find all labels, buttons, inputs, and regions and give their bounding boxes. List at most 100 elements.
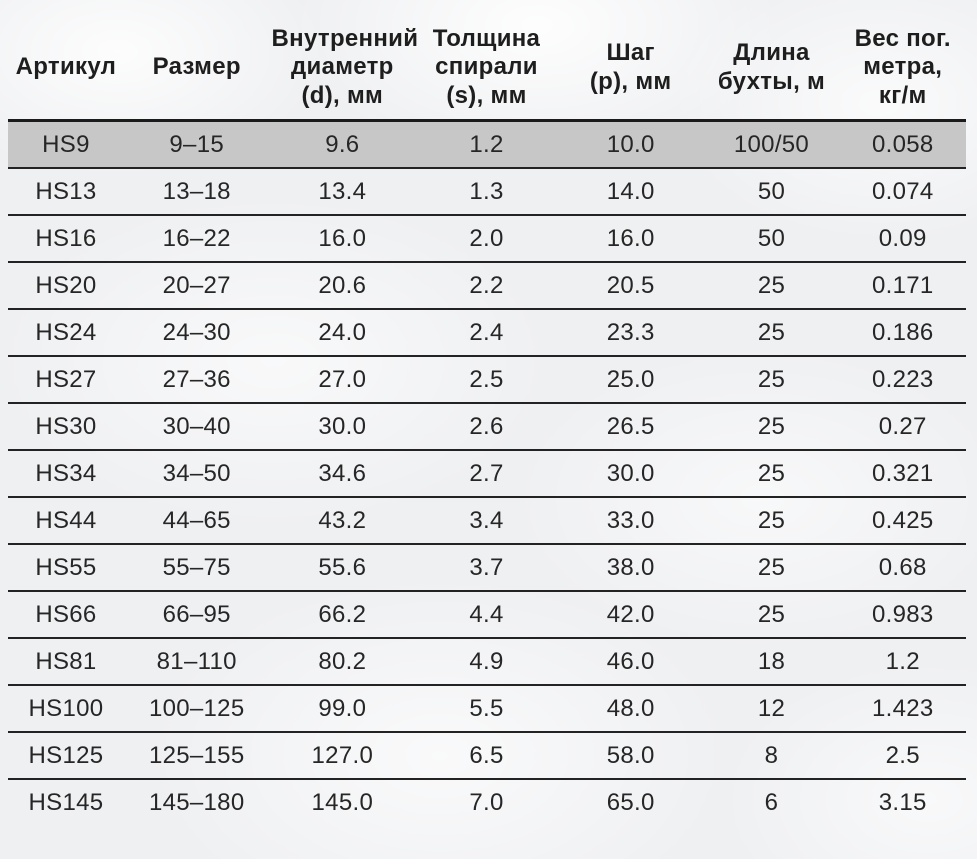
table-cell-article: HS13 bbox=[8, 168, 124, 216]
table-cell-article: HS125 bbox=[8, 732, 124, 780]
table-row: HS24 24–30 24.0 2.4 23.3 25 0.186 bbox=[8, 309, 966, 357]
table-cell-inner-diameter: 145.0 bbox=[311, 788, 374, 816]
table-cell-inner-diameter: 43.2 bbox=[269, 497, 416, 545]
table-cell-coil-length: 50 bbox=[703, 168, 840, 216]
table-cell-spiral-thickness: 2.5 bbox=[415, 356, 558, 404]
table-row: HS16 16–22 16.0 2.0 16.0 50 0.09 bbox=[8, 215, 966, 263]
table-cell-spiral-thickness: 2.4 bbox=[415, 309, 558, 357]
table-cell-weight-per-meter: 0.321 bbox=[839, 450, 966, 498]
table-cell-spiral-thickness: 1.3 bbox=[415, 168, 558, 216]
table-cell-article: HS9 bbox=[8, 120, 124, 169]
table-cell-article: HS66 bbox=[8, 591, 124, 639]
table-cell-pitch: 26.5 bbox=[557, 403, 704, 451]
table-cell-inner-diameter: 13.4 bbox=[269, 168, 416, 216]
table-cell-pitch: 20.5 bbox=[557, 262, 704, 310]
table-cell-size: 100–125 bbox=[123, 685, 270, 733]
table-cell-spiral-thickness: 2.0 bbox=[415, 215, 558, 263]
table-cell-size: 145–180 bbox=[148, 788, 245, 816]
table-cell-inner-diameter: 66.2 bbox=[269, 591, 416, 639]
table-cell-spiral-thickness: 3.4 bbox=[415, 497, 558, 545]
table-cell-coil-length: 8 bbox=[703, 732, 840, 780]
table-cell-inner-diameter: 27.0 bbox=[269, 356, 416, 404]
table-row: HS34 34–50 34.6 2.7 30.0 25 0.321 bbox=[8, 450, 966, 498]
column-header-size: Размер bbox=[123, 20, 270, 122]
table-row: HS9 9–15 9.6 1.2 10.0 100/50 0.058 bbox=[8, 120, 966, 169]
table-cell-spiral-thickness: 7.0 bbox=[469, 788, 504, 816]
table-cell-size: 27–36 bbox=[123, 356, 270, 404]
table-cell-article: HS20 bbox=[8, 262, 124, 310]
column-header-weight-per-meter: Вес пог. метра, кг/м bbox=[839, 20, 966, 122]
table-cell-weight-per-meter: 0.68 bbox=[839, 544, 966, 592]
header-row: Артикул Размер Внутренний диаметр (d), мм Т… bbox=[8, 20, 966, 122]
table-cell-article: HS27 bbox=[8, 356, 124, 404]
table-cell-spiral-thickness: 1.2 bbox=[415, 120, 558, 169]
table-cell-pitch: 58.0 bbox=[557, 732, 704, 780]
spec-table-body: HS9 9–15 9.6 1.2 10.0 100/50 0.058 HS13 13–18 13.… bbox=[8, 120, 966, 826]
table-cell-weight-per-meter: 0.171 bbox=[839, 262, 966, 310]
table-cell-pitch: 42.0 bbox=[557, 591, 704, 639]
table-cell-weight-per-meter: 0.27 bbox=[839, 403, 966, 451]
table-cell-inner-diameter: 127.0 bbox=[269, 732, 416, 780]
table-cell-size: 24–30 bbox=[123, 309, 270, 357]
column-header-inner-diameter: Внутренний диаметр (d), мм bbox=[269, 20, 418, 122]
table-cell-size: 9–15 bbox=[123, 120, 270, 169]
table-cell-pitch: 65.0 bbox=[606, 788, 655, 816]
table-cell-pitch: 16.0 bbox=[557, 215, 704, 263]
table-cell-coil-length: 25 bbox=[703, 450, 840, 498]
table-cell-inner-diameter: 30.0 bbox=[269, 403, 416, 451]
table-cell-article: HS81 bbox=[8, 638, 124, 686]
table-cell-pitch: 23.3 bbox=[557, 309, 704, 357]
table-cell-pitch: 10.0 bbox=[557, 120, 704, 169]
table-cell-size: 81–110 bbox=[123, 638, 270, 686]
table-cell-inner-diameter: 99.0 bbox=[269, 685, 416, 733]
table-row: HS27 27–36 27.0 2.5 25.0 25 0.223 bbox=[8, 356, 966, 404]
table-cell-spiral-thickness: 4.4 bbox=[415, 591, 558, 639]
table-cell-article: HS100 bbox=[8, 685, 124, 733]
table-cell-weight-per-meter: 0.058 bbox=[839, 120, 966, 169]
table-cell-weight-per-meter: 0.223 bbox=[839, 356, 966, 404]
table-cell-inner-diameter: 55.6 bbox=[269, 544, 416, 592]
table-cell-coil-length: 25 bbox=[703, 497, 840, 545]
table-cell-weight-per-meter: 1.2 bbox=[839, 638, 966, 686]
table-cell-coil-length: 50 bbox=[703, 215, 840, 263]
column-header-coil-length: Длина бухты, м bbox=[703, 20, 840, 122]
table-cell-size: 44–65 bbox=[123, 497, 270, 545]
table-cell-weight-per-meter: 0.186 bbox=[839, 309, 966, 357]
table-cell-size: 34–50 bbox=[123, 450, 270, 498]
table-cell-pitch: 48.0 bbox=[557, 685, 704, 733]
table-cell-inner-diameter: 9.6 bbox=[269, 120, 416, 169]
table-cell-size: 66–95 bbox=[123, 591, 270, 639]
table-cell-article: HS30 bbox=[8, 403, 124, 451]
table-cell-inner-diameter: 34.6 bbox=[269, 450, 416, 498]
table-cell-article: HS16 bbox=[8, 215, 124, 263]
table-cell-coil-length: 25 bbox=[703, 403, 840, 451]
table-cell-inner-diameter: 80.2 bbox=[269, 638, 416, 686]
table-cell-spiral-thickness: 5.5 bbox=[415, 685, 558, 733]
table-cell-spiral-thickness: 2.7 bbox=[415, 450, 558, 498]
table-row: HS20 20–27 20.6 2.2 20.5 25 0.171 bbox=[8, 262, 966, 310]
column-header-article: Артикул bbox=[8, 20, 124, 122]
table-cell-spiral-thickness: 4.9 bbox=[415, 638, 558, 686]
spec-table-head: Артикул Размер Внутренний диаметр (d), мм Т… bbox=[8, 20, 966, 122]
table-cell-spiral-thickness: 2.2 bbox=[415, 262, 558, 310]
table-row: HS100 100–125 99.0 5.5 48.0 12 1.423 bbox=[8, 685, 966, 733]
table-row: HS66 66–95 66.2 4.4 42.0 25 0.983 bbox=[8, 591, 966, 639]
table-row: HS55 55–75 55.6 3.7 38.0 25 0.68 bbox=[8, 544, 966, 592]
table-cell-article: HS24 bbox=[8, 309, 124, 357]
table-cell-article: HS44 bbox=[8, 497, 124, 545]
table-cell-spiral-thickness: 6.5 bbox=[415, 732, 558, 780]
table-cell-spiral-thickness: 2.6 bbox=[415, 403, 558, 451]
table-cell-article: HS55 bbox=[8, 544, 124, 592]
spec-table-wrap: Артикул Размер Внутренний диаметр (d), мм Т… bbox=[8, 20, 966, 825]
table-cell-weight-per-meter: 3.15 bbox=[878, 788, 927, 816]
table-cell-coil-length: 100/50 bbox=[703, 120, 840, 169]
table-row: HS44 44–65 43.2 3.4 33.0 25 0.425 bbox=[8, 497, 966, 545]
table-cell-pitch: 33.0 bbox=[557, 497, 704, 545]
column-header-spiral-thickness: Толщина спирали (s), мм bbox=[415, 20, 558, 122]
table-cell-weight-per-meter: 2.5 bbox=[839, 732, 966, 780]
table-cell-coil-length: 25 bbox=[703, 591, 840, 639]
table-cell-size: 125–155 bbox=[123, 732, 270, 780]
table-row: HS13 13–18 13.4 1.3 14.0 50 0.074 bbox=[8, 168, 966, 216]
table-cell-coil-length: 6 bbox=[764, 788, 779, 816]
table-cell-size: 20–27 bbox=[123, 262, 270, 310]
